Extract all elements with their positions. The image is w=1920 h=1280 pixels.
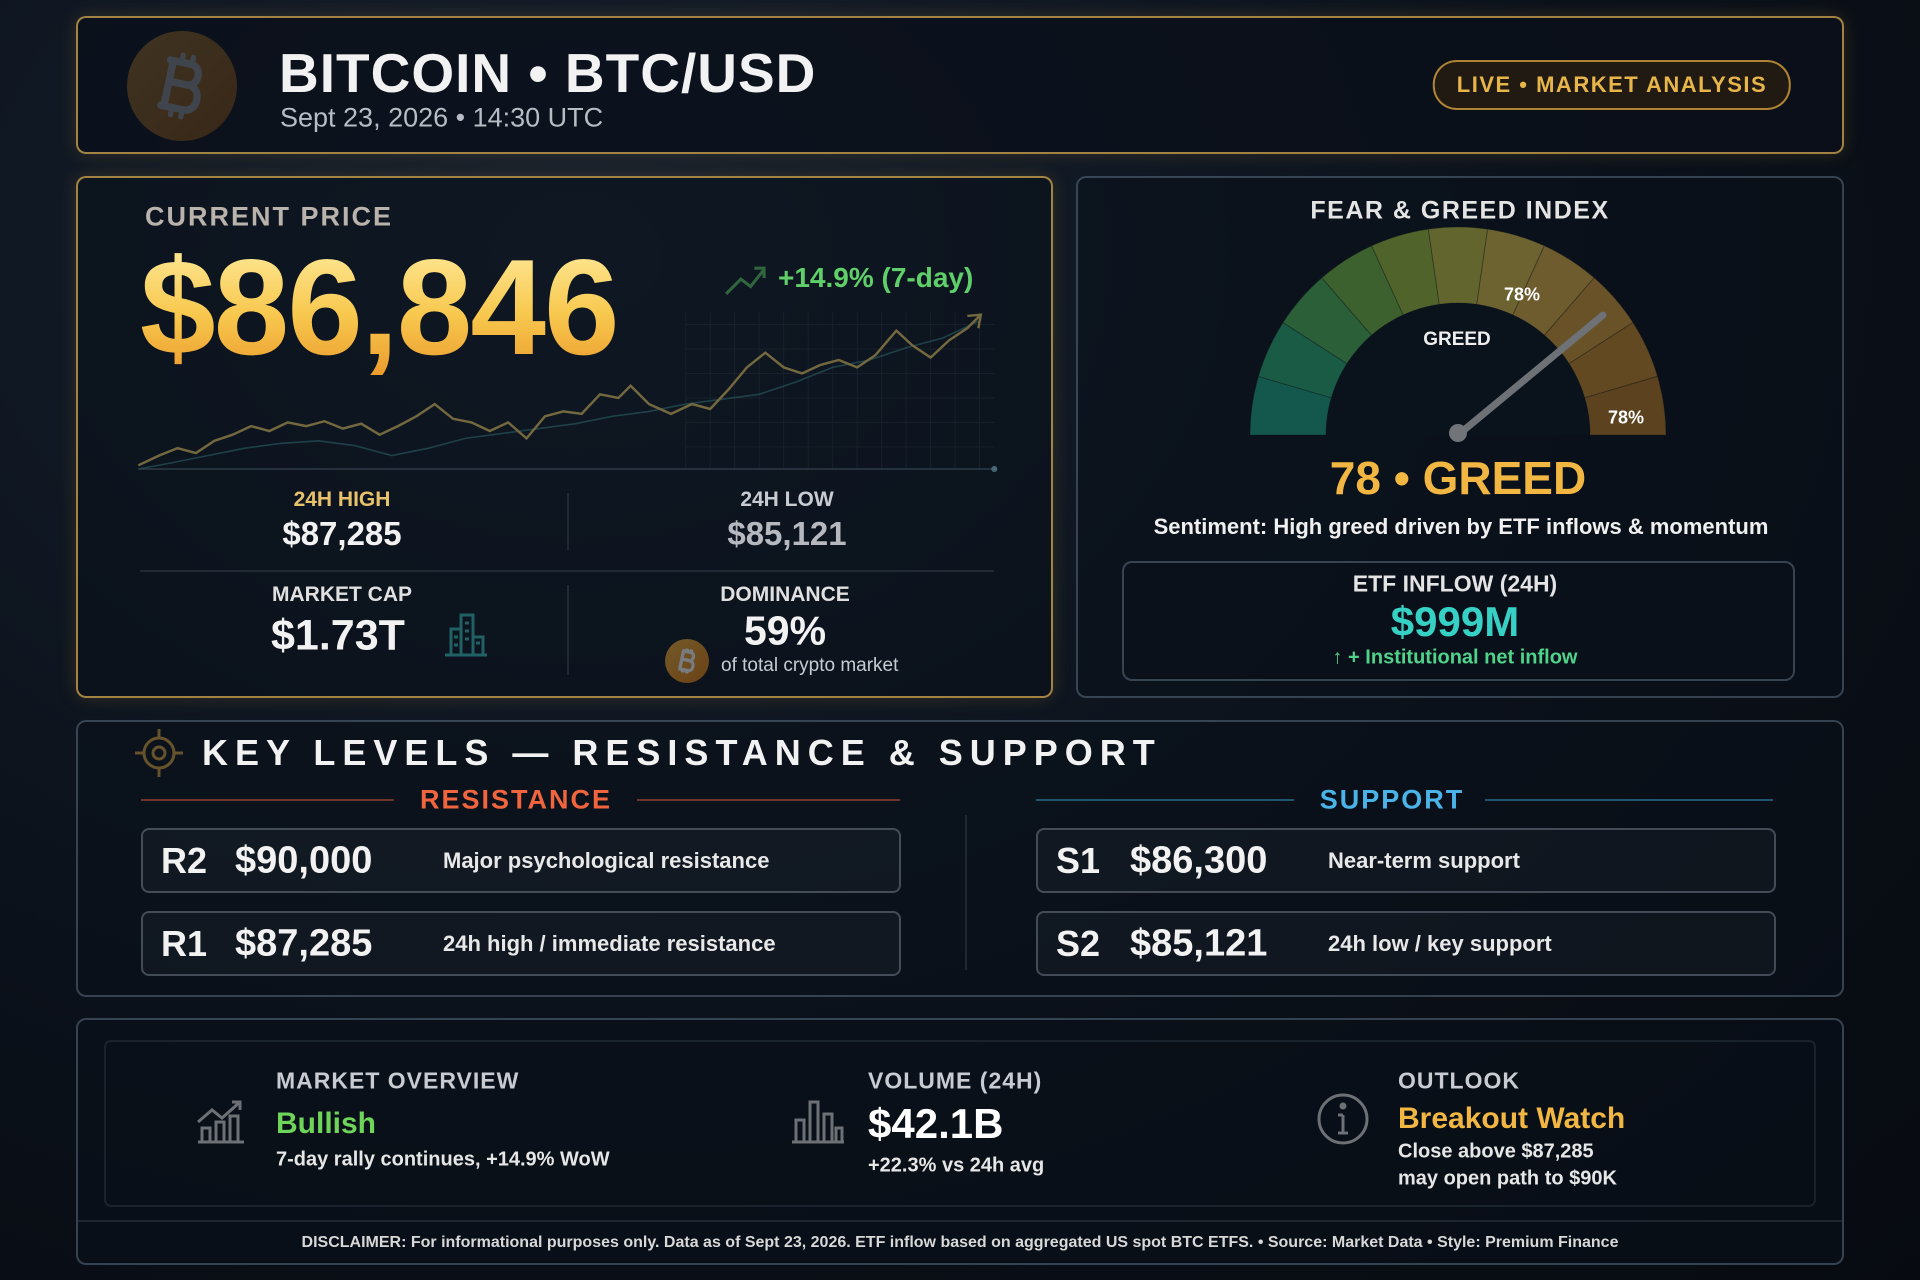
summary-note: Close above $87,285: [1398, 1140, 1594, 1163]
summary-panel: [76, 1018, 1844, 1265]
gauge-zone: GREED: [1423, 329, 1491, 350]
summary-label: OUTLOOK: [1398, 1067, 1520, 1094]
level-price: $86,300: [1130, 839, 1268, 881]
dominance-note: of total crypto market: [721, 655, 899, 676]
live-badge[interactable]: LIVE • MARKET ANALYSIS: [1432, 60, 1792, 110]
summary-headline: $42.1B: [868, 1100, 1004, 1147]
resistance-label: RESISTANCE: [419, 784, 613, 815]
etf-note: ↑ + Institutional net inflow: [1332, 646, 1578, 669]
level-price: $87,285: [235, 922, 373, 964]
gauge-title: FEAR & GREED INDEX: [1310, 196, 1610, 225]
level-code: S2: [1056, 922, 1101, 964]
etf-label: ETF INFLOW (24H): [1352, 570, 1558, 597]
current-price: $86,846: [140, 231, 620, 383]
low-value: $85,121: [727, 515, 847, 552]
level-note: Near-term support: [1328, 847, 1520, 873]
level-note: 24h low / key support: [1328, 930, 1552, 956]
summary-headline: Breakout Watch: [1398, 1102, 1626, 1135]
summary-label: MARKET OVERVIEW: [276, 1067, 520, 1094]
header-panel: [76, 16, 1844, 154]
levels-title: KEY LEVELS — RESISTANCE & SUPPORT: [202, 732, 1162, 773]
summary-note: 7-day rally continues, +14.9% WoW: [276, 1148, 610, 1171]
datetime: Sept 23, 2026 • 14:30 UTC: [280, 102, 604, 133]
summary-label: VOLUME (24H): [868, 1067, 1043, 1094]
low-label: 24H LOW: [740, 488, 834, 511]
level-code: S1: [1056, 839, 1101, 881]
high-value: $87,285: [282, 515, 402, 552]
etf-value: $999M: [1390, 598, 1520, 645]
disclaimer: DISCLAIMER: For informational purposes o…: [301, 1234, 1619, 1251]
market-cap-label: MARKET CAP: [272, 583, 412, 606]
gauge-marker-label: 78%: [1503, 284, 1541, 305]
level-code: R1: [161, 922, 208, 964]
dominance-label: DOMINANCE: [720, 583, 850, 606]
price-label: CURRENT PRICE: [145, 201, 394, 232]
level-note: Major psychological resistance: [443, 847, 770, 873]
level-row: R2 $90,000 Major psychological resistance: [141, 828, 901, 893]
gauge-headline: 78 • GREED: [1329, 452, 1587, 504]
level-code: R2: [161, 839, 208, 881]
support-label: SUPPORT: [1319, 784, 1465, 815]
summary-note: may open path to $90K: [1398, 1167, 1617, 1190]
price-panel: [76, 176, 1053, 698]
level-note: 24h high / immediate resistance: [443, 930, 776, 956]
level-price: $85,121: [1130, 922, 1268, 964]
dominance-value: 59%: [743, 607, 827, 654]
price-change: +14.9% (7-day): [778, 262, 974, 293]
etf-box: [1122, 561, 1795, 681]
level-row: S1 $86,300 Near-term support: [1036, 828, 1776, 893]
level-price: $90,000: [235, 839, 373, 881]
page-title: BITCOIN • BTC/USD: [279, 42, 817, 104]
level-row: S2 $85,121 24h low / key support: [1036, 911, 1776, 976]
sentiment-text: Sentiment: High greed driven by ETF infl…: [1153, 514, 1769, 539]
gauge-marker-label: 78%: [1607, 407, 1645, 428]
market-cap-value: $1.73T: [271, 611, 405, 660]
summary-headline: Bullish: [276, 1107, 377, 1140]
level-row: R1 $87,285 24h high / immediate resistance: [141, 911, 901, 976]
summary-note: +22.3% vs 24h avg: [868, 1154, 1045, 1177]
levels-panel: [76, 720, 1844, 997]
high-label: 24H HIGH: [293, 488, 391, 511]
